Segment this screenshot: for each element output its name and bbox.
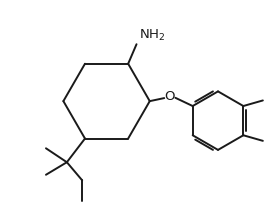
Text: NH$_2$: NH$_2$ — [139, 28, 165, 43]
Text: O: O — [165, 90, 175, 103]
